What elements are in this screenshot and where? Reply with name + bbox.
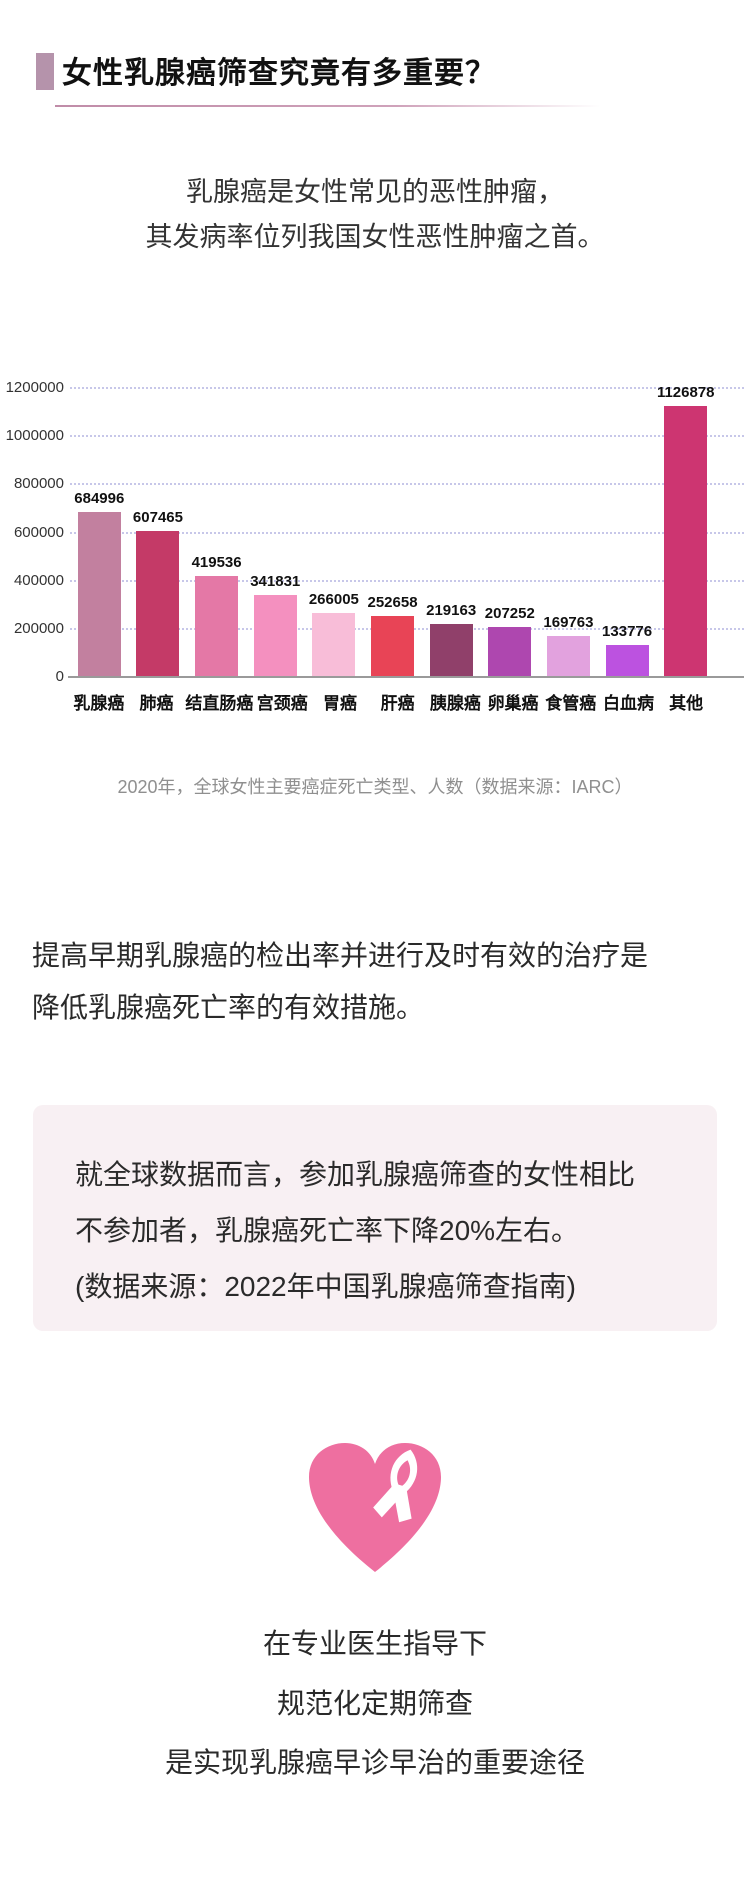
- x-axis-labels: 乳腺癌 肺癌 结直肠癌 宫颈癌 胃癌 肝癌 胰腺癌 卵巢癌 食管癌 白血病 其他: [70, 689, 715, 714]
- gridline: [70, 579, 744, 582]
- heart-ribbon-svg: [309, 1443, 441, 1572]
- page-title: 女性乳腺癌筛查究竟有多重要？: [62, 57, 496, 90]
- y-tick-label: 1200000: [5, 379, 64, 396]
- category-label: 肝癌: [380, 694, 415, 713]
- gridline: [70, 387, 744, 389]
- bar-value-label: 1126878: [656, 383, 715, 401]
- chart-bar-slot: 219163: [422, 330, 481, 677]
- chart-bar: [664, 405, 708, 677]
- highlight-box-text: 就全球数据而言，参加乳腺癌筛查的女性相比 不参加者，乳腺癌死亡率下降20%左右。…: [33, 1105, 717, 1315]
- chart-bar-slot: 607465: [129, 330, 188, 677]
- chart-bar: [195, 576, 239, 677]
- bar-value-label: 252658: [367, 594, 418, 612]
- highlight-line: 不参加者，乳腺癌死亡率下降20%左右。: [75, 1215, 580, 1246]
- category-label: 其他: [669, 694, 704, 713]
- intro-line: 乳腺癌是女性常见的恶性肿瘤，: [186, 177, 564, 207]
- chart-bar: [253, 594, 297, 677]
- chart-bar: [605, 644, 649, 677]
- y-tick-label: 800000: [13, 475, 64, 493]
- y-tick-label: 1000000: [5, 427, 64, 445]
- chart-bar-slot: 419536: [187, 330, 246, 677]
- chart-bar: [546, 636, 590, 677]
- y-tick-label: 600000: [13, 523, 64, 541]
- bar-value-label: 607465: [132, 508, 183, 526]
- chart-bar-slot: 1126878: [656, 330, 715, 677]
- gridline: [70, 435, 744, 438]
- bar-value-label: 133776: [602, 622, 653, 640]
- awareness-ribbon-shape: [373, 1449, 418, 1523]
- chart-bar: [371, 616, 415, 677]
- intro-line: 其发病率位列我国女性恶性肿瘤之首。: [145, 222, 605, 252]
- bar-value-label: 219163: [426, 602, 477, 620]
- x-axis-line: [68, 676, 744, 678]
- highlight-box: 就全球数据而言，参加乳腺癌筛查的女性相比 不参加者，乳腺癌死亡率下降20%左右。…: [33, 1105, 717, 1331]
- highlight-line: 就全球数据而言，参加乳腺癌筛查的女性相比: [75, 1159, 636, 1190]
- chart-bar-slot: 341831: [246, 330, 305, 677]
- y-tick-label: 200000: [13, 619, 64, 637]
- chart-bar: [312, 612, 356, 677]
- category-label: 胃癌: [322, 694, 357, 713]
- category-label: 白血病: [602, 694, 654, 713]
- bar-value-label: 419536: [191, 554, 242, 571]
- category-label: 乳腺癌: [73, 694, 125, 713]
- bar-chart: 0 200000 400000 600000 800000 1000000 1200000 …: [0, 330, 750, 740]
- intro-text: 乳腺癌是女性常见的恶性肿瘤， 其发病率位列我国女性恶性肿瘤之首。: [0, 170, 750, 260]
- chart-bar: [429, 624, 473, 677]
- category-label: 结直肠癌: [185, 694, 254, 713]
- chart-bar-slot: 133776: [598, 330, 657, 677]
- chart-caption: 2020年，全球女性主要癌症死亡类型、人数（数据来源：IARC）: [117, 777, 633, 797]
- bar-value-label: 266005: [308, 590, 359, 608]
- bar-value-label: 684996: [74, 490, 125, 507]
- chart-bar: [488, 627, 532, 677]
- bar-value-label: 169763: [543, 614, 594, 632]
- title-underline: [55, 105, 675, 107]
- chart-plot: 684996 607465 419536 341831 266005 252658 2191…: [70, 330, 715, 677]
- chart-bar-slot: 252658: [363, 330, 422, 677]
- highlight-line: (数据来源：2022年中国乳腺癌筛查指南): [75, 1271, 576, 1302]
- category-label: 食管癌: [545, 694, 597, 713]
- footer-line-3: 是实现乳腺癌早诊早治的重要途径: [164, 1747, 585, 1778]
- y-tick-label: 0: [55, 668, 64, 685]
- chart-bar-slot: 266005: [305, 330, 364, 677]
- chart-bar-slot: 207252: [480, 330, 539, 677]
- body-paragraph: 提高早期乳腺癌的检出率并进行及时有效的治疗是 降低乳腺癌死亡率的有效措施。: [32, 930, 722, 1034]
- chart-bar-slot: 684996: [70, 330, 129, 677]
- chart-bar: [136, 530, 180, 677]
- footer-line-2: 规范化定期筛查: [276, 1688, 473, 1719]
- gridline: [70, 531, 744, 534]
- paragraph-line: 降低乳腺癌死亡率的有效措施。: [32, 992, 425, 1023]
- bar-value-label: 341831: [250, 572, 301, 590]
- chart-bar: [77, 512, 121, 677]
- chart-bar-slot: 169763: [539, 330, 598, 677]
- y-tick-label: 400000: [13, 571, 64, 589]
- title-accent-bar: [36, 53, 54, 90]
- category-label: 胰腺癌: [429, 694, 481, 713]
- category-label: 卵巢癌: [487, 694, 539, 713]
- footer-line-1: 在专业医生指导下: [262, 1628, 487, 1659]
- category-label: 肺癌: [139, 694, 174, 713]
- gridline: [70, 483, 744, 486]
- category-label: 宫颈癌: [256, 694, 308, 713]
- heart-ribbon-icon: [300, 1436, 450, 1578]
- bar-value-label: 207252: [484, 605, 535, 623]
- paragraph-line: 提高早期乳腺癌的检出率并进行及时有效的治疗是: [32, 940, 649, 971]
